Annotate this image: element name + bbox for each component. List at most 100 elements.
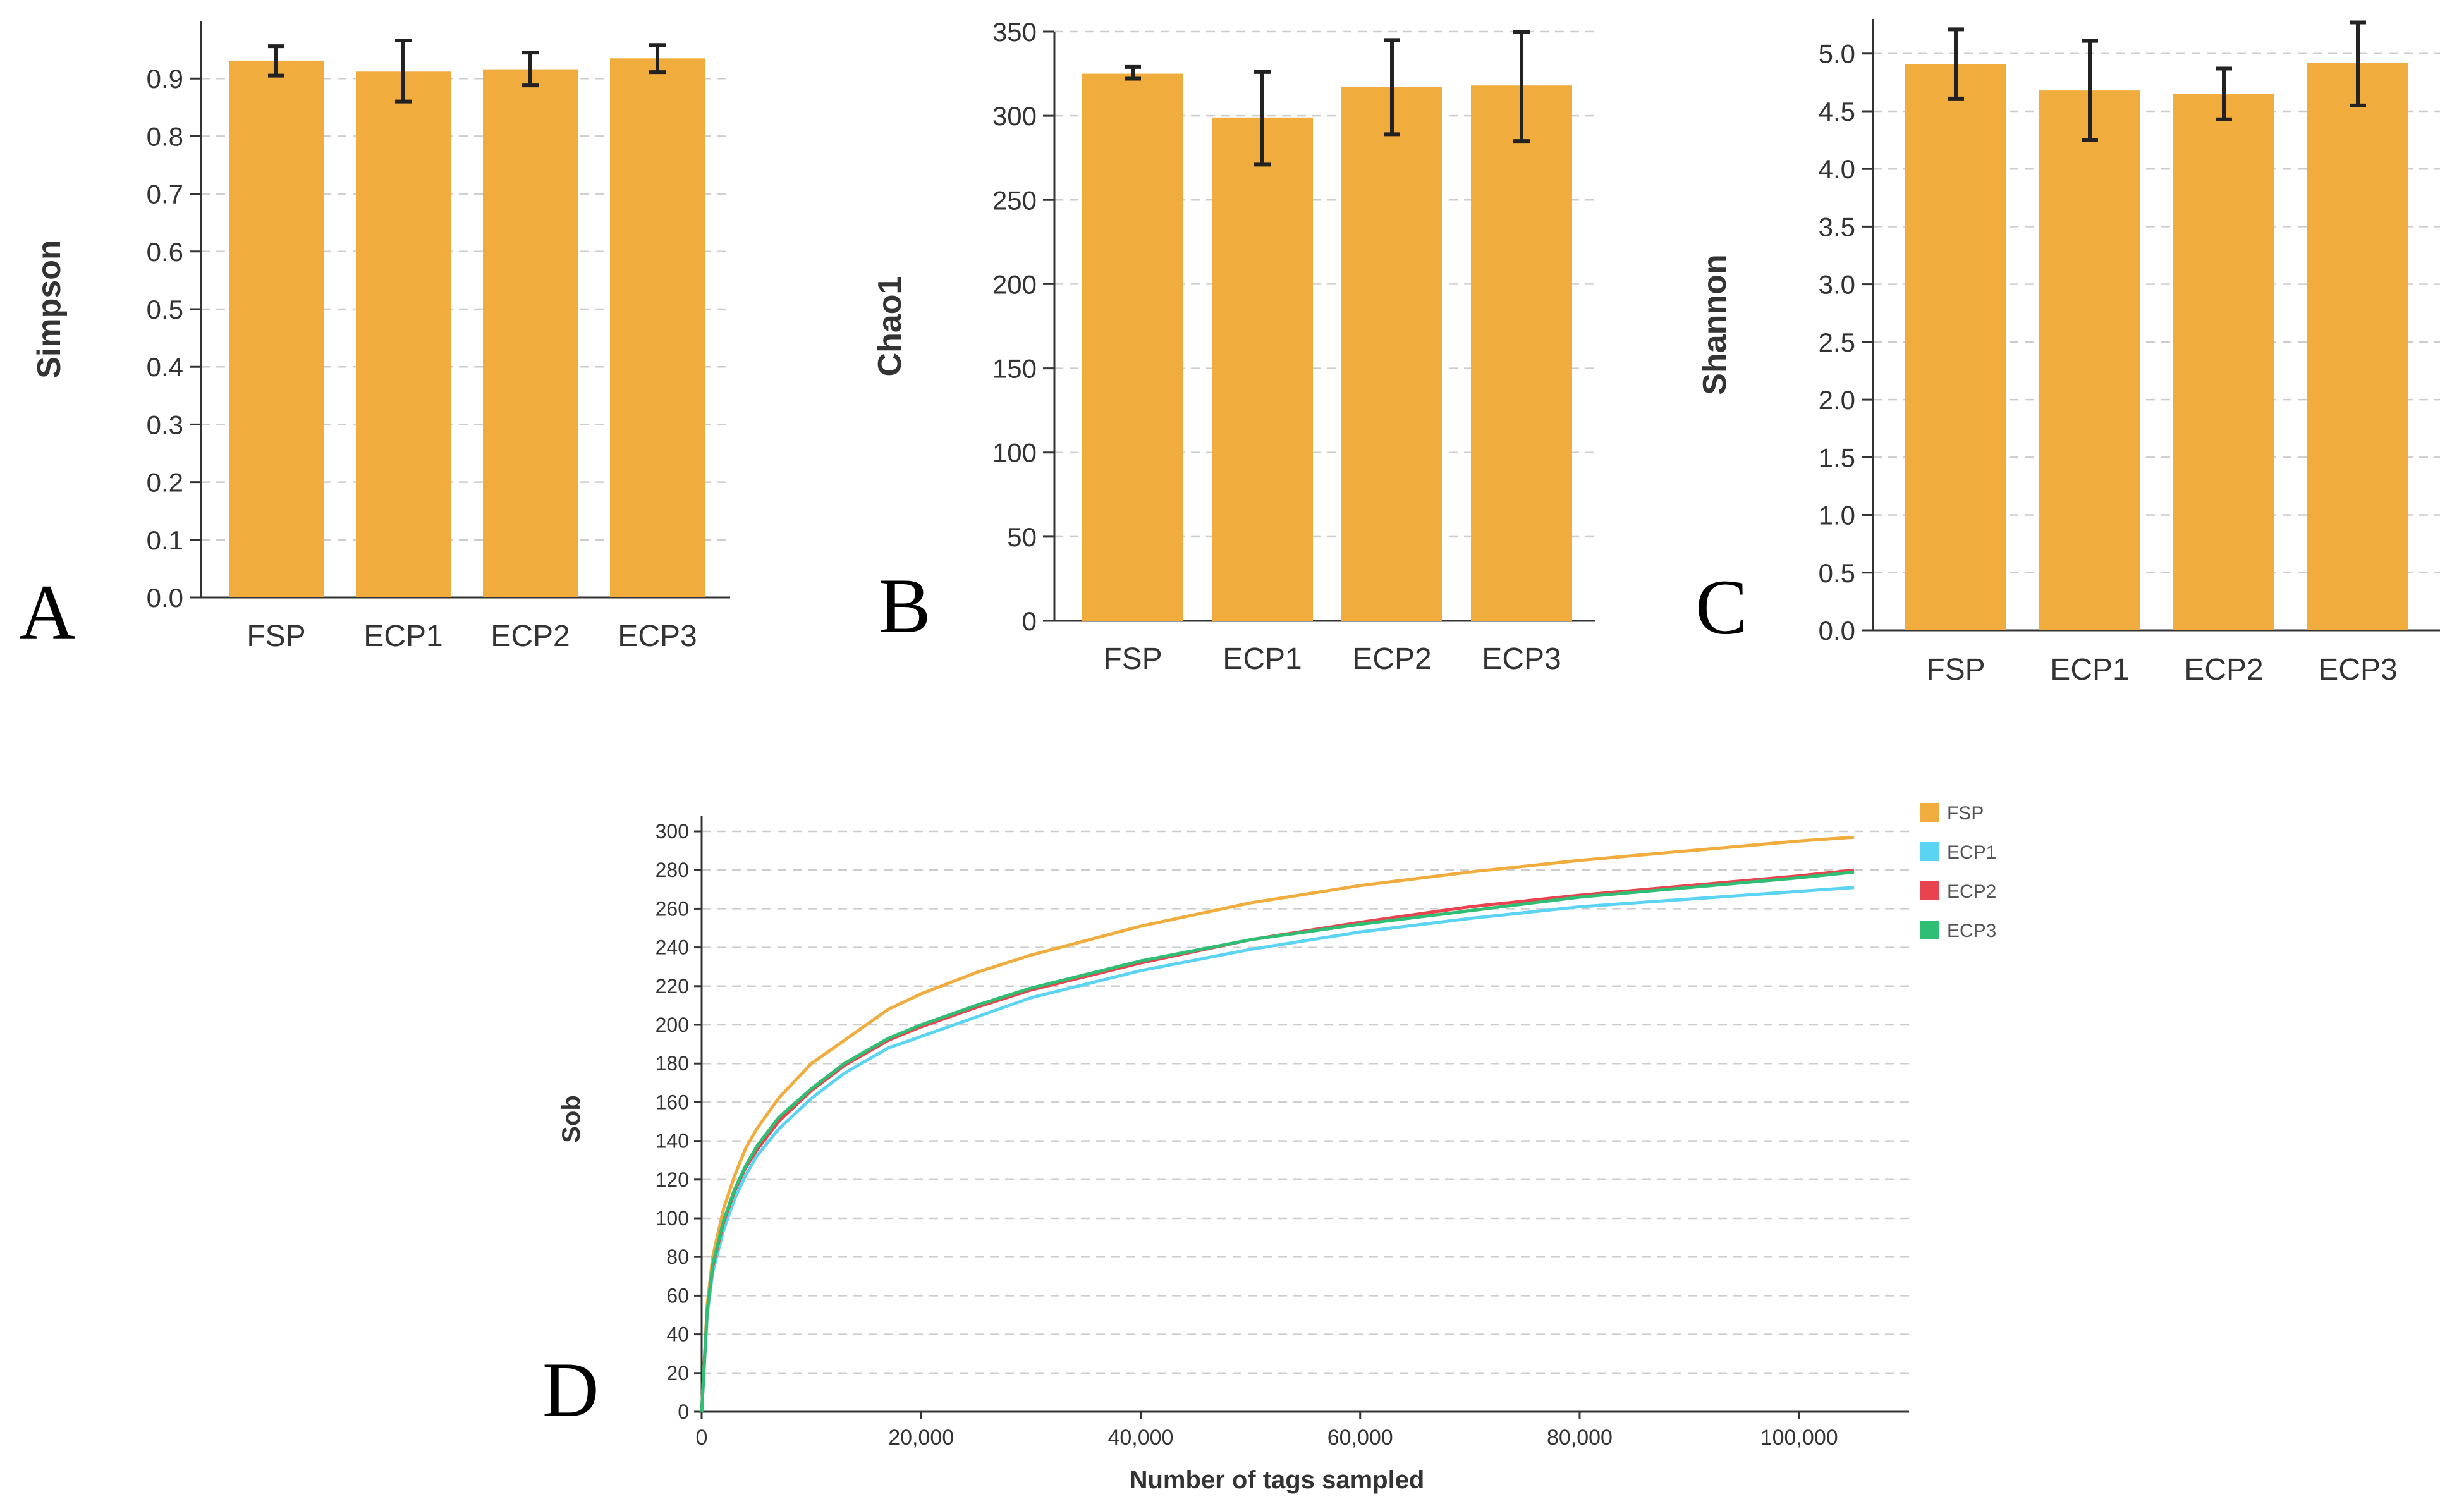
y-tick-label: 100 [992, 438, 1037, 468]
bar-fsp [1905, 64, 2006, 630]
bar-ecp3 [1471, 85, 1572, 621]
x-tick-label: 80,000 [1547, 1426, 1613, 1450]
series-line-ecp1 [700, 886, 1855, 1412]
y-tick-label: 4.0 [1819, 154, 1855, 184]
y-tick-label: 40 [666, 1323, 689, 1346]
y-tick-label: 0.6 [147, 237, 183, 267]
series-line-fsp [700, 835, 1855, 1412]
y-tick-label: 80 [666, 1245, 689, 1268]
panel-letter: A [19, 569, 76, 656]
legend-swatch-ecp2 [1920, 881, 1939, 900]
y-tick-label: 2.5 [1819, 327, 1855, 357]
x-tick-label: FSP [247, 620, 305, 653]
y-tick-label: 150 [992, 354, 1037, 384]
y-tick-label: 180 [656, 1052, 689, 1075]
x-tick-label: ECP3 [618, 620, 697, 653]
bar-ecp1 [2039, 90, 2140, 631]
y-tick-label: 280 [656, 859, 689, 881]
y-tick-label: 20 [666, 1362, 689, 1385]
bar-fsp [229, 60, 324, 598]
y-tick-label: 300 [992, 101, 1037, 131]
y-tick-label: 140 [656, 1130, 689, 1153]
y-tick-label: 300 [656, 820, 689, 843]
y-tick-label: 3.0 [1819, 270, 1855, 300]
y-tick-label: 0.4 [147, 352, 183, 382]
y-tick-label: 0 [678, 1400, 689, 1423]
x-tick-label: ECP2 [1352, 642, 1431, 676]
bar-ecp1 [1212, 117, 1313, 621]
y-tick-label: 220 [656, 975, 689, 998]
x-tick-label: 40,000 [1107, 1426, 1173, 1450]
panel-a: 0.0 0.1 0.2 0.3 0.4 0.5 0.6 0.7 0.8 0.9 FSP ECP1 ECP… [19, 21, 730, 656]
y-tick-label: 250 [992, 185, 1037, 215]
x-tick-label: 60,000 [1327, 1426, 1393, 1450]
y-axis-label: Sob [558, 1095, 585, 1143]
y-tick-label: 0.5 [147, 295, 183, 324]
y-tick-label: 5.0 [1819, 39, 1855, 69]
y-tick-label: 240 [656, 936, 689, 959]
panel-d: 0 20 40 60 80 100 120 140 160 180 200 220 240 260 280 3… [542, 803, 1996, 1494]
y-tick-label: 1.0 [1819, 501, 1855, 530]
x-tick-label: FSP [1926, 653, 1985, 687]
bar-ecp3 [610, 58, 705, 597]
legend-swatch-ecp1 [1920, 842, 1939, 861]
x-tick-label: ECP3 [1482, 642, 1561, 676]
x-axis-label: Number of tags sampled [1130, 1466, 1425, 1494]
y-tick-label: 1.5 [1819, 443, 1855, 472]
y-tick-label: 0.0 [147, 583, 183, 613]
panel-b: 0 50 100 150 200 250 300 350 FSP ECP1 ECP2 ECP3 Chao… [872, 17, 1595, 676]
y-tick-label: 0.3 [147, 410, 183, 439]
x-tick-label: ECP1 [363, 620, 442, 653]
y-tick-label: 200 [992, 269, 1037, 299]
y-tick-label: 2.0 [1819, 385, 1855, 415]
x-tick-label: ECP1 [2050, 653, 2129, 687]
legend-label: ECP1 [1947, 842, 1996, 863]
x-tick-label: ECP2 [491, 620, 570, 653]
x-tick-label: ECP3 [2318, 653, 2397, 687]
legend-label: ECP2 [1947, 881, 1996, 902]
y-tick-label: 120 [656, 1168, 689, 1191]
x-tick-label: FSP [1103, 642, 1162, 676]
y-tick-label: 0.7 [147, 180, 183, 209]
y-tick-label: 0.8 [147, 121, 183, 151]
y-tick-label: 0.0 [1819, 616, 1855, 645]
y-tick-label: 0 [1022, 606, 1037, 636]
series-line-ecp3 [700, 870, 1855, 1412]
panel-c: 0.0 0.5 1.0 1.5 2.0 2.5 3.0 3.5 4.0 4.5 5.0 FSP ECP1… [1695, 19, 2440, 687]
panel-letter: C [1695, 564, 1748, 651]
y-axis-label: Shannon [1697, 254, 1733, 395]
y-tick-label: 50 [1007, 522, 1037, 552]
x-tick-label: ECP1 [1223, 642, 1302, 676]
legend-swatch-ecp3 [1920, 921, 1939, 939]
panel-letter: D [542, 1347, 599, 1433]
y-tick-label: 100 [656, 1207, 689, 1230]
legend-label: FSP [1947, 803, 1984, 824]
legend-label: ECP3 [1947, 921, 1996, 941]
bar-ecp2 [483, 69, 578, 597]
y-tick-label: 0.5 [1819, 558, 1855, 588]
bar-fsp [1082, 73, 1183, 621]
y-tick-label: 0.9 [147, 64, 183, 94]
y-tick-label: 0.2 [147, 468, 183, 498]
y-axis-label: Simpson [31, 240, 68, 379]
y-tick-label: 200 [656, 1013, 689, 1036]
y-tick-label: 350 [992, 17, 1037, 47]
bar-ecp2 [2173, 94, 2274, 630]
y-tick-label: 260 [656, 897, 689, 920]
x-tick-label: 20,000 [888, 1426, 954, 1450]
legend-swatch-fsp [1920, 803, 1939, 822]
y-tick-label: 160 [656, 1091, 689, 1113]
y-tick-label: 3.5 [1819, 212, 1855, 242]
y-axis-label: Chao1 [872, 276, 908, 377]
bar-ecp2 [1341, 87, 1442, 621]
panel-letter: B [879, 563, 931, 649]
x-tick-label: 0 [696, 1426, 708, 1450]
bar-ecp1 [356, 71, 451, 598]
y-tick-label: 0.1 [147, 525, 183, 555]
x-tick-label: ECP2 [2184, 653, 2263, 687]
y-tick-label: 4.5 [1819, 97, 1855, 126]
bar-ecp3 [2307, 63, 2408, 630]
x-tick-label: 100,000 [1760, 1426, 1838, 1450]
y-tick-label: 60 [666, 1284, 689, 1307]
